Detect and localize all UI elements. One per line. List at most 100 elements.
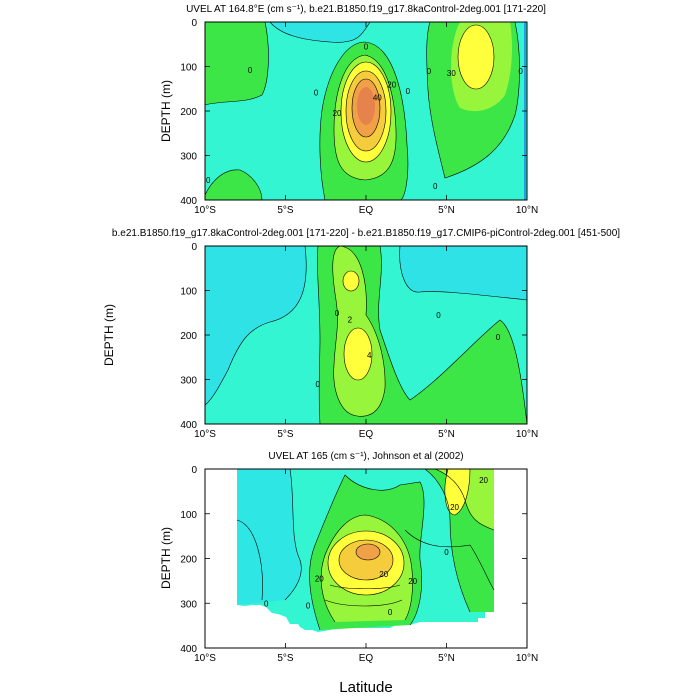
p1-green-bottom-left bbox=[205, 169, 262, 200]
y-tick-label: 100 bbox=[180, 63, 197, 74]
p2-cyan-left bbox=[205, 246, 307, 405]
x-tick-label: 10°N bbox=[516, 429, 538, 440]
p1-line-g bbox=[351, 78, 381, 138]
contour-label: 20 bbox=[450, 503, 459, 512]
p3-line-b bbox=[309, 474, 346, 631]
p1-line-a bbox=[205, 22, 269, 106]
contour-label: 0 bbox=[436, 311, 441, 320]
contour-label: 0 bbox=[264, 599, 269, 608]
p3-line-i bbox=[434, 469, 495, 531]
contour-label: 0 bbox=[427, 67, 432, 76]
contour-label: 0 bbox=[444, 548, 449, 557]
panel-2-fills bbox=[205, 246, 527, 424]
x-axis-label: Latitude bbox=[339, 679, 392, 696]
contour-label: 20 bbox=[379, 570, 388, 579]
x-tick-label: EQ bbox=[359, 205, 374, 216]
p3-yellow-right bbox=[444, 469, 470, 515]
contour-label: 0 bbox=[315, 380, 320, 389]
contour-label: 0 bbox=[306, 601, 311, 610]
p1-core-center bbox=[357, 87, 375, 125]
panel-3: UVEL AT 165 (cm s⁻¹), Johnson et al (200… bbox=[159, 451, 538, 664]
contour-label: 0 bbox=[248, 66, 253, 75]
p3-line-m bbox=[329, 584, 401, 590]
y-tick-label: 300 bbox=[180, 599, 197, 610]
contour-label: 0 bbox=[406, 87, 411, 96]
contour-label: 0 bbox=[388, 608, 393, 617]
y-tick-label: 100 bbox=[180, 510, 197, 521]
p1-line-c bbox=[426, 22, 520, 179]
p2-line-d bbox=[378, 246, 527, 424]
x-tick-label: 10°S bbox=[194, 653, 216, 664]
x-tick-label: EQ bbox=[359, 429, 374, 440]
x-tick-label: 5°S bbox=[277, 429, 294, 440]
p3-line-d bbox=[320, 514, 413, 623]
p2-line-a bbox=[205, 246, 307, 406]
p3-line-j bbox=[444, 469, 471, 516]
p3-line-g bbox=[355, 543, 381, 561]
panel-2: b.e21.B1850.f19_g17.8kaControl-2deg.001 … bbox=[102, 228, 620, 440]
p2-cyan-right bbox=[399, 246, 527, 300]
p3-line-a bbox=[284, 469, 302, 601]
panel-1-contour-lines bbox=[205, 22, 526, 200]
contour-label: 20 bbox=[333, 109, 342, 118]
x-tick-label: 10°S bbox=[194, 429, 216, 440]
contour-label: 0 bbox=[206, 176, 211, 185]
p1-line-d bbox=[333, 54, 397, 181]
contour-label: 0 bbox=[433, 182, 438, 191]
p1-line-j bbox=[269, 22, 371, 43]
p1-line-b bbox=[319, 41, 409, 200]
contour-label: 40 bbox=[373, 94, 382, 103]
x-tick-label: 5°N bbox=[438, 653, 455, 664]
p3-line-e bbox=[327, 530, 405, 596]
panel-1-ylabel: DEPTH (m) bbox=[159, 80, 173, 142]
p3-line-k bbox=[236, 519, 263, 601]
y-tick-label: 400 bbox=[180, 644, 197, 655]
y-tick-label: 0 bbox=[191, 465, 197, 476]
p1-top-cyan bbox=[270, 22, 370, 43]
y-tick-label: 100 bbox=[180, 287, 197, 298]
contour-label: 0 bbox=[496, 333, 501, 342]
p2-yellow-top bbox=[343, 271, 359, 291]
y-tick-label: 200 bbox=[180, 555, 197, 566]
y-tick-label: 400 bbox=[180, 196, 197, 207]
p3-line-l bbox=[404, 529, 495, 591]
x-tick-label: EQ bbox=[359, 653, 374, 664]
p3-cyan-left bbox=[237, 469, 302, 605]
contour-label: 30 bbox=[447, 69, 456, 78]
p2-line-c bbox=[317, 246, 321, 424]
p1-line-i bbox=[205, 169, 263, 200]
y-tick-label: 0 bbox=[191, 18, 197, 29]
p1-yellow-right bbox=[458, 25, 494, 89]
x-tick-label: 5°N bbox=[438, 429, 455, 440]
p3-line-f bbox=[338, 539, 394, 581]
contour-label: 0 bbox=[335, 309, 340, 318]
panel-3-ylabel: DEPTH (m) bbox=[159, 527, 173, 589]
contour-label: 20 bbox=[479, 476, 488, 485]
contour-label: 2 bbox=[348, 315, 353, 324]
x-tick-label: 10°N bbox=[516, 653, 538, 664]
panel-3-fills bbox=[237, 469, 494, 632]
contour-label: 20 bbox=[315, 575, 324, 584]
p1-line-e bbox=[340, 61, 392, 163]
y-tick-label: 0 bbox=[191, 242, 197, 253]
panel-2-ylabel: DEPTH (m) bbox=[102, 304, 116, 366]
x-tick-label: 5°S bbox=[277, 205, 294, 216]
y-tick-label: 200 bbox=[180, 331, 197, 342]
p3-line-c bbox=[344, 474, 425, 626]
panel-2-title: b.e21.B1850.f19_g17.8kaControl-2deg.001 … bbox=[112, 228, 620, 239]
p3-lightgreen-right bbox=[435, 469, 494, 530]
y-tick-label: 300 bbox=[180, 152, 197, 163]
panel-3-contour-labels: 20 20 20 20 20 0 0 0 0 bbox=[264, 476, 489, 617]
p3-line-h bbox=[424, 469, 471, 613]
p3-orange-main bbox=[356, 544, 380, 560]
y-tick-label: 300 bbox=[180, 376, 197, 387]
p2-line-e bbox=[332, 246, 386, 417]
y-tick-label: 200 bbox=[180, 107, 197, 118]
p2-line-f bbox=[342, 270, 360, 292]
panel-2-contour-lines bbox=[205, 246, 527, 424]
